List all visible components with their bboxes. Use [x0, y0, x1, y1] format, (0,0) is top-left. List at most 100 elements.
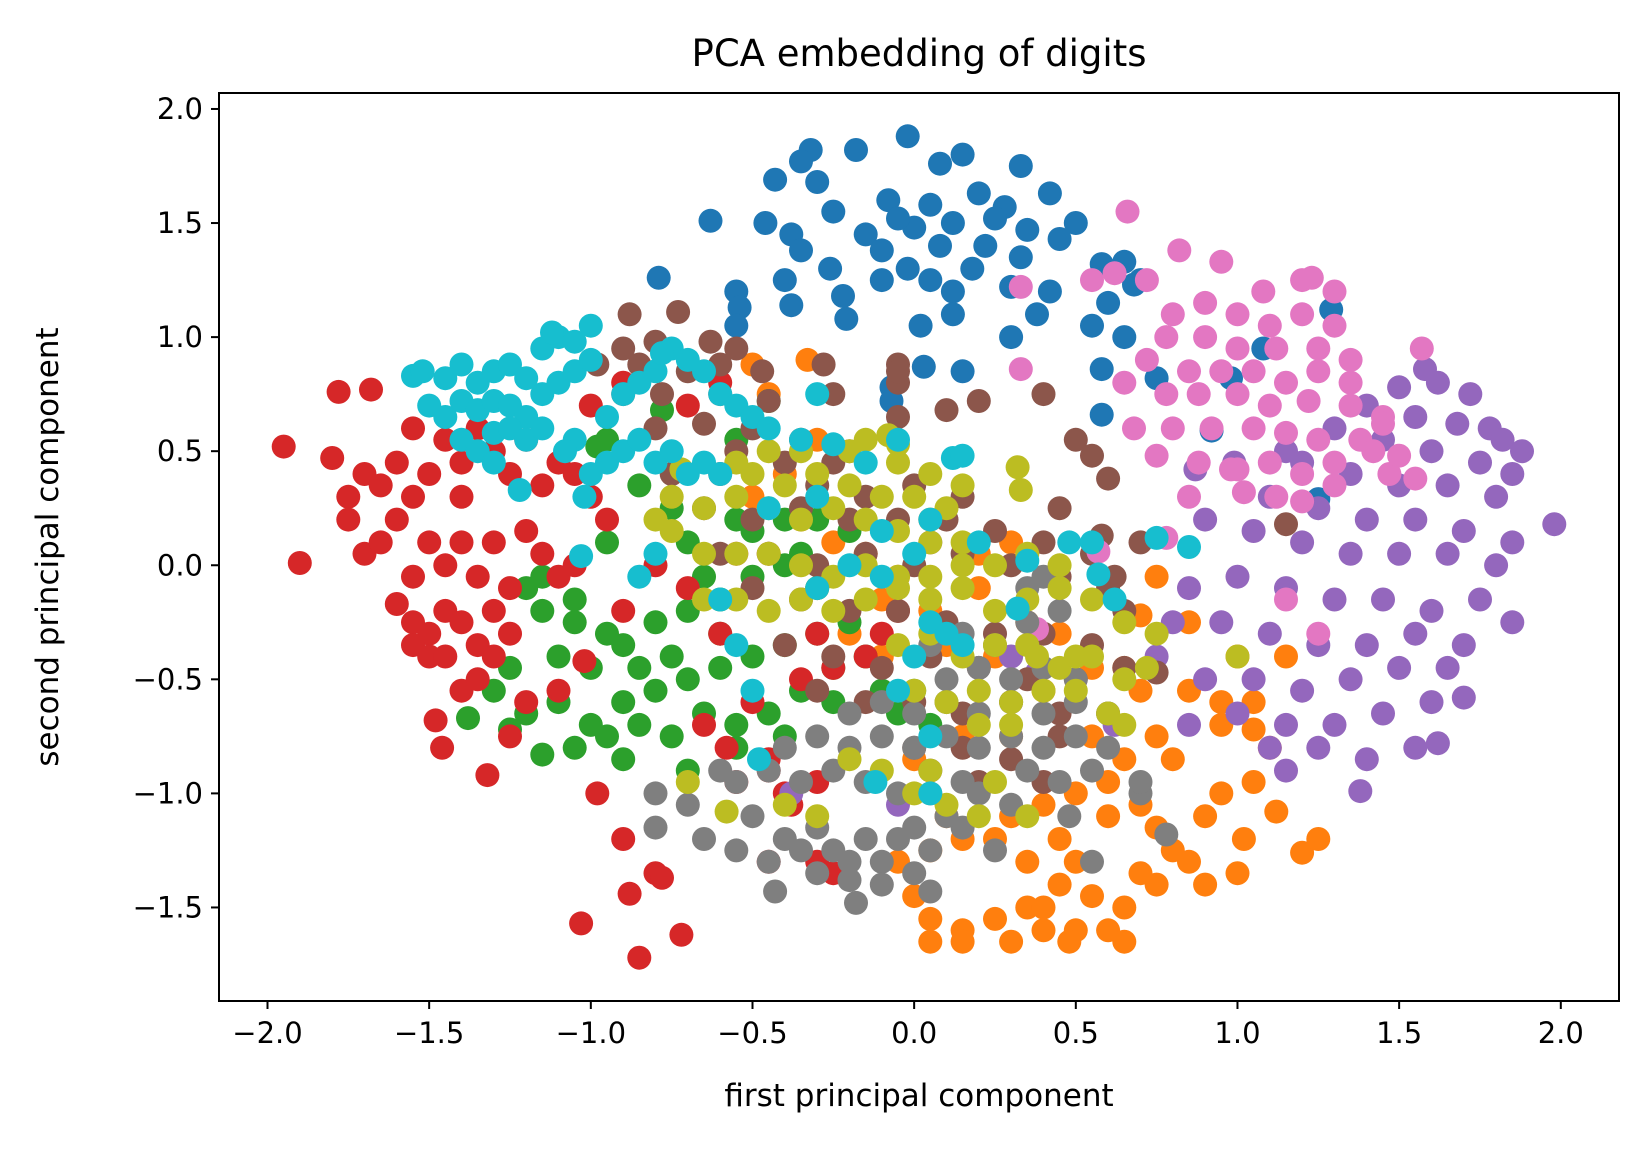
data-point-s3-49	[433, 644, 458, 669]
data-point-s8-45	[821, 598, 846, 623]
data-point-s2-29	[675, 667, 700, 692]
data-point-s6-63	[1274, 587, 1298, 612]
data-point-s1-73	[1144, 724, 1169, 749]
data-point-s6-36	[1160, 416, 1185, 441]
data-point-s8-68	[1031, 678, 1056, 703]
data-point-s9-57	[627, 564, 652, 589]
data-point-s6-12	[1290, 302, 1315, 327]
data-point-s0-69	[983, 206, 1007, 231]
data-point-s0-45	[727, 295, 752, 320]
data-point-s8-43	[756, 598, 781, 623]
data-point-s4-53	[1338, 667, 1363, 692]
data-point-s0-30	[960, 256, 985, 281]
data-point-s2-58	[562, 587, 587, 612]
data-point-s1-24	[1241, 717, 1266, 742]
data-point-s9-62	[805, 576, 830, 601]
data-point-s0-13	[821, 199, 846, 224]
data-point-s7-4	[740, 804, 765, 829]
data-point-s9-50	[708, 462, 733, 486]
x-tick-label: 1.5	[1376, 1016, 1422, 1050]
data-point-s8-9	[918, 462, 943, 486]
data-point-s7-40	[1096, 735, 1121, 760]
data-point-s0-50	[1096, 290, 1121, 315]
data-point-s3-28	[401, 564, 425, 589]
data-point-s8-12	[772, 473, 797, 498]
data-point-s9-86	[886, 678, 910, 703]
data-point-s0-10	[1037, 181, 1062, 206]
data-point-s4-59	[1322, 712, 1347, 737]
data-point-s2-16	[643, 610, 668, 635]
data-point-s9-12	[540, 320, 564, 345]
data-point-s1-29	[1231, 827, 1256, 851]
data-point-s8-69	[1063, 678, 1088, 703]
data-point-s4-26	[1500, 530, 1525, 555]
data-point-s8-4	[756, 439, 781, 464]
data-point-s3-54	[546, 678, 571, 703]
data-point-s8-77	[966, 804, 991, 829]
data-point-s0-6	[1008, 154, 1033, 178]
data-point-s6-42	[1371, 411, 1395, 436]
data-point-s9-76	[886, 427, 910, 452]
data-point-s0-58	[1089, 357, 1114, 382]
data-point-s8-54	[1112, 610, 1137, 635]
data-point-s4-18	[1435, 473, 1460, 498]
data-point-s1-23	[1160, 747, 1185, 772]
data-point-s8-81	[714, 799, 739, 824]
data-point-s0-25	[928, 233, 952, 258]
data-point-s3-64	[569, 911, 594, 936]
data-point-s2-36	[530, 742, 555, 767]
data-point-s0-12	[918, 192, 943, 217]
data-point-s9-58	[708, 587, 733, 612]
data-point-s9-74	[1144, 525, 1169, 550]
data-point-s2-39	[627, 712, 652, 737]
data-point-s7-14	[902, 815, 927, 840]
data-point-s5-73	[805, 678, 830, 703]
data-point-s3-19	[530, 473, 555, 498]
data-point-s3-1	[287, 551, 312, 575]
data-point-s8-32	[789, 553, 813, 578]
data-point-s9-88	[863, 770, 888, 794]
data-point-s5-11	[811, 352, 836, 377]
data-point-s4-60	[1371, 701, 1395, 726]
data-point-s8-30	[724, 541, 749, 566]
data-point-s8-40	[1047, 553, 1072, 578]
data-point-s4-43	[1257, 621, 1282, 646]
data-point-s4-63	[1257, 735, 1282, 760]
data-point-s2-62	[456, 706, 480, 731]
data-point-s0-23	[789, 238, 813, 263]
data-point-s5-19	[966, 389, 991, 413]
data-point-s4-28	[1241, 519, 1266, 543]
data-point-s8-29	[692, 541, 716, 566]
data-point-s2-57	[595, 621, 619, 646]
data-point-s6-28	[1154, 382, 1179, 407]
data-point-s5-66	[772, 633, 797, 658]
data-point-s2-42	[724, 712, 749, 737]
data-point-s0-63	[1089, 402, 1114, 427]
data-point-s2-55	[659, 644, 684, 669]
data-point-s7-16	[805, 861, 830, 886]
data-point-s7-39	[1063, 724, 1088, 749]
data-point-s8-19	[692, 496, 716, 521]
data-point-s7-30	[772, 735, 797, 760]
data-point-s7-12	[869, 849, 894, 874]
data-point-s4-12	[1419, 439, 1444, 464]
data-point-s9-14	[433, 405, 458, 429]
data-point-s4-6	[1445, 411, 1470, 436]
data-point-s1-71	[1047, 827, 1072, 851]
x-tick-label: −2.0	[232, 1016, 302, 1050]
data-point-s8-10	[950, 473, 975, 498]
data-point-s3-67	[692, 712, 716, 737]
data-point-s9-59	[724, 633, 749, 658]
data-point-s7-59	[1047, 598, 1072, 623]
data-point-s6-9	[1193, 290, 1218, 315]
data-point-s8-88	[643, 507, 668, 532]
data-point-s9-68	[1015, 548, 1040, 573]
data-point-s9-79	[821, 432, 846, 457]
data-point-s6-51	[1264, 484, 1289, 509]
data-point-s3-55	[572, 649, 597, 674]
data-point-s3-32	[465, 564, 490, 589]
data-point-s9-53	[572, 484, 597, 509]
y-tick-label: 2.0	[157, 92, 203, 126]
data-point-s4-40	[1468, 587, 1492, 612]
data-point-s2-56	[627, 655, 652, 680]
